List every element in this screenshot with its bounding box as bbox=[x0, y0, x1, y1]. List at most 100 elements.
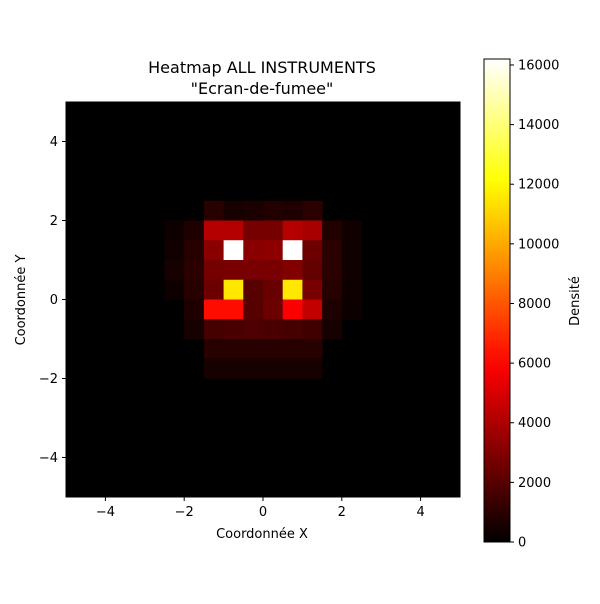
heatmap-cell bbox=[263, 339, 284, 360]
x-tick-label: −2 bbox=[175, 505, 194, 520]
colorbar-tick-label: 4000 bbox=[518, 416, 551, 431]
heatmap-cell bbox=[341, 279, 362, 300]
heatmap-cell bbox=[282, 240, 303, 261]
heatmap-cell bbox=[184, 319, 205, 340]
heatmap-cell bbox=[164, 220, 185, 241]
heatmap-cell bbox=[203, 260, 224, 281]
heatmap-cell bbox=[341, 260, 362, 281]
heatmap-cell bbox=[243, 200, 264, 221]
heatmap-cell bbox=[203, 358, 224, 379]
colorbar-tick-label: 10000 bbox=[518, 237, 559, 252]
heatmap-cell bbox=[322, 319, 343, 340]
y-tick-label: −2 bbox=[39, 372, 58, 387]
heatmap-cell bbox=[184, 240, 205, 261]
heatmap-cell bbox=[243, 319, 264, 340]
heatmap-cell bbox=[341, 240, 362, 261]
heatmap-cell bbox=[263, 299, 284, 320]
heatmap-cell bbox=[282, 299, 303, 320]
heatmap-cell bbox=[322, 220, 343, 241]
plot-area bbox=[65, 101, 461, 498]
heatmap-cell bbox=[322, 260, 343, 281]
heatmap-cell bbox=[223, 299, 244, 320]
heatmap-cell bbox=[341, 299, 362, 320]
heatmap-cell bbox=[263, 319, 284, 340]
heatmap-cell bbox=[164, 240, 185, 261]
heatmap-cell bbox=[263, 240, 284, 261]
x-tick-label: 0 bbox=[259, 505, 267, 520]
colorbar-tick-label: 12000 bbox=[518, 178, 559, 193]
x-tick-label: 2 bbox=[338, 505, 346, 520]
heatmap-cell bbox=[302, 358, 323, 379]
heatmap-cell bbox=[243, 260, 264, 281]
heatmap-cell bbox=[203, 200, 224, 221]
heatmap-cell bbox=[223, 319, 244, 340]
heatmap-cell bbox=[243, 339, 264, 360]
heatmap-cell bbox=[184, 279, 205, 300]
y-tick-label: 2 bbox=[50, 214, 58, 229]
heatmap-cell bbox=[203, 299, 224, 320]
colorbar-frame bbox=[483, 58, 511, 543]
heatmap-cell bbox=[203, 220, 224, 241]
heatmap-cell bbox=[322, 299, 343, 320]
heatmap-cell bbox=[263, 279, 284, 300]
x-axis-label: Coordonnée X bbox=[216, 527, 308, 542]
colorbar-tick-label: 0 bbox=[518, 536, 526, 551]
heatmap-cell bbox=[243, 240, 264, 261]
heatmap-cell bbox=[184, 260, 205, 281]
heatmap-cell bbox=[263, 358, 284, 379]
heatmap-cell bbox=[282, 220, 303, 241]
colorbar-tick-label: 6000 bbox=[518, 357, 551, 372]
heatmap-cell bbox=[223, 260, 244, 281]
heatmap-cell bbox=[164, 260, 185, 281]
heatmap-cell bbox=[302, 260, 323, 281]
heatmap-cell bbox=[243, 279, 264, 300]
y-tick-label: 4 bbox=[50, 135, 58, 150]
heatmap-cell bbox=[302, 339, 323, 360]
heatmap-cell bbox=[322, 240, 343, 261]
heatmap-cell bbox=[302, 240, 323, 261]
heatmap-cell bbox=[243, 358, 264, 379]
heatmap-cell bbox=[223, 279, 244, 300]
colorbar-tick-label: 16000 bbox=[518, 58, 559, 73]
y-tick-label: 0 bbox=[50, 293, 58, 308]
colorbar-tick-label: 8000 bbox=[518, 297, 551, 312]
heatmap-cell bbox=[302, 319, 323, 340]
heatmap-cell bbox=[263, 220, 284, 241]
heatmap-cell bbox=[302, 279, 323, 300]
y-axis-label: Coordonnée Y bbox=[14, 255, 29, 346]
heatmap-cell bbox=[263, 200, 284, 221]
heatmap-cell bbox=[184, 220, 205, 241]
heatmap-cell bbox=[282, 200, 303, 221]
x-tick-label: 4 bbox=[416, 505, 424, 520]
heatmap-cell bbox=[263, 260, 284, 281]
y-tick-label: −4 bbox=[39, 451, 58, 466]
heatmap-cell bbox=[203, 319, 224, 340]
y-axis: −4 −2 0 2 4 bbox=[39, 135, 66, 466]
heatmap-cell bbox=[302, 299, 323, 320]
heatmap-cell bbox=[322, 279, 343, 300]
x-tick-label: −4 bbox=[96, 505, 115, 520]
heatmap-cell bbox=[243, 220, 264, 241]
heatmap-cell bbox=[341, 220, 362, 241]
heatmap-cell bbox=[203, 240, 224, 261]
heatmap-cell bbox=[223, 240, 244, 261]
heatmap-cell bbox=[282, 358, 303, 379]
heatmap-cell bbox=[302, 200, 323, 221]
heatmap-cell bbox=[203, 339, 224, 360]
heatmap-cell bbox=[282, 260, 303, 281]
heatmap-cell bbox=[282, 279, 303, 300]
chart-title-line2: "Ecran-de-fumee" bbox=[191, 79, 334, 98]
heatmap-cell bbox=[282, 339, 303, 360]
colorbar-tick-label: 14000 bbox=[518, 118, 559, 133]
colorbar: 0 2000 4000 6000 8000 10000 12000 14000 16000 bbox=[483, 58, 559, 551]
heatmap-cell bbox=[243, 299, 264, 320]
colorbar-gradient bbox=[484, 59, 510, 542]
heatmap-cell bbox=[223, 220, 244, 241]
heatmap-cell bbox=[302, 220, 323, 241]
heatmap-cell bbox=[203, 279, 224, 300]
chart-title-line1: Heatmap ALL INSTRUMENTS bbox=[148, 58, 376, 77]
heatmap-cell bbox=[164, 279, 185, 300]
colorbar-label: Densité bbox=[568, 276, 583, 326]
